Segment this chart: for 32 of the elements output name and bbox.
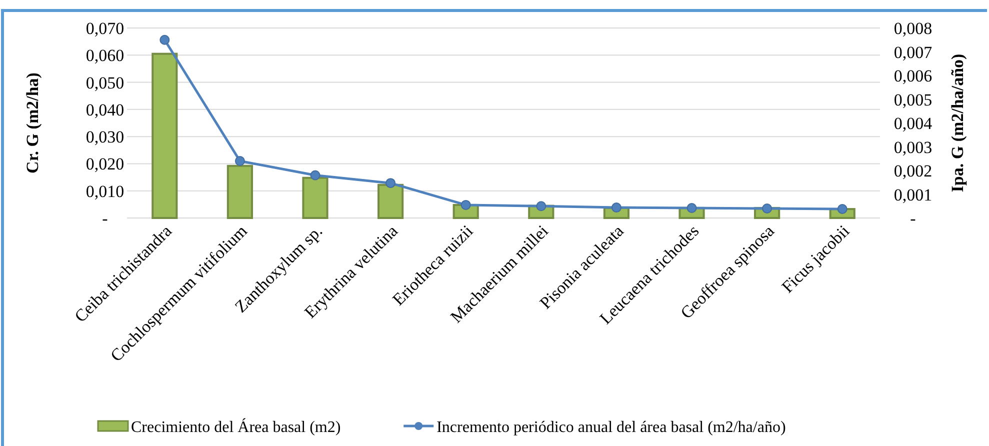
y-tick-label: -: [102, 209, 108, 228]
bar: [152, 52, 178, 219]
y2-tick-label: 0,001: [894, 185, 932, 204]
y2-tick-label: 0,008: [894, 19, 932, 38]
point: [160, 34, 170, 45]
legend-label: Crecimiento del Área basal (m2): [131, 418, 341, 436]
point: [310, 170, 320, 180]
point: [234, 156, 245, 166]
y-tick-label: 0,050: [86, 73, 124, 92]
y2-axis-title: Ipa. G (m2/ha/año): [948, 54, 967, 192]
y2-tick-label: 0,007: [894, 42, 933, 62]
y2-tick-label: 0,004: [894, 114, 933, 133]
y2-tick-label: 0,005: [894, 90, 932, 110]
y-tick-label: 0,030: [86, 128, 124, 147]
y2-tick-label: 0,006: [894, 66, 932, 86]
bar: [226, 164, 253, 219]
point: [460, 200, 471, 210]
y-tick-label: 0,060: [86, 46, 124, 66]
y2-tick-label: 0,003: [894, 138, 932, 157]
legend-label: Incremento periódico anual del área basal (m2/ha/año): [436, 419, 786, 436]
point: [611, 202, 622, 213]
y2-tick-label: 0,002: [894, 162, 932, 180]
y-axis-title: Cr. G (m2/ha): [23, 72, 42, 174]
y-tick-label: 0,010: [86, 182, 124, 201]
bar: [378, 184, 404, 219]
y-tick-label: 0,020: [86, 154, 124, 174]
y-tick-label: 0,040: [86, 100, 124, 120]
point: [536, 201, 546, 212]
point: [386, 178, 396, 188]
bar: [302, 176, 328, 219]
y2-tick-label: -: [910, 209, 916, 228]
y-tick-label: 0,070: [86, 19, 124, 38]
